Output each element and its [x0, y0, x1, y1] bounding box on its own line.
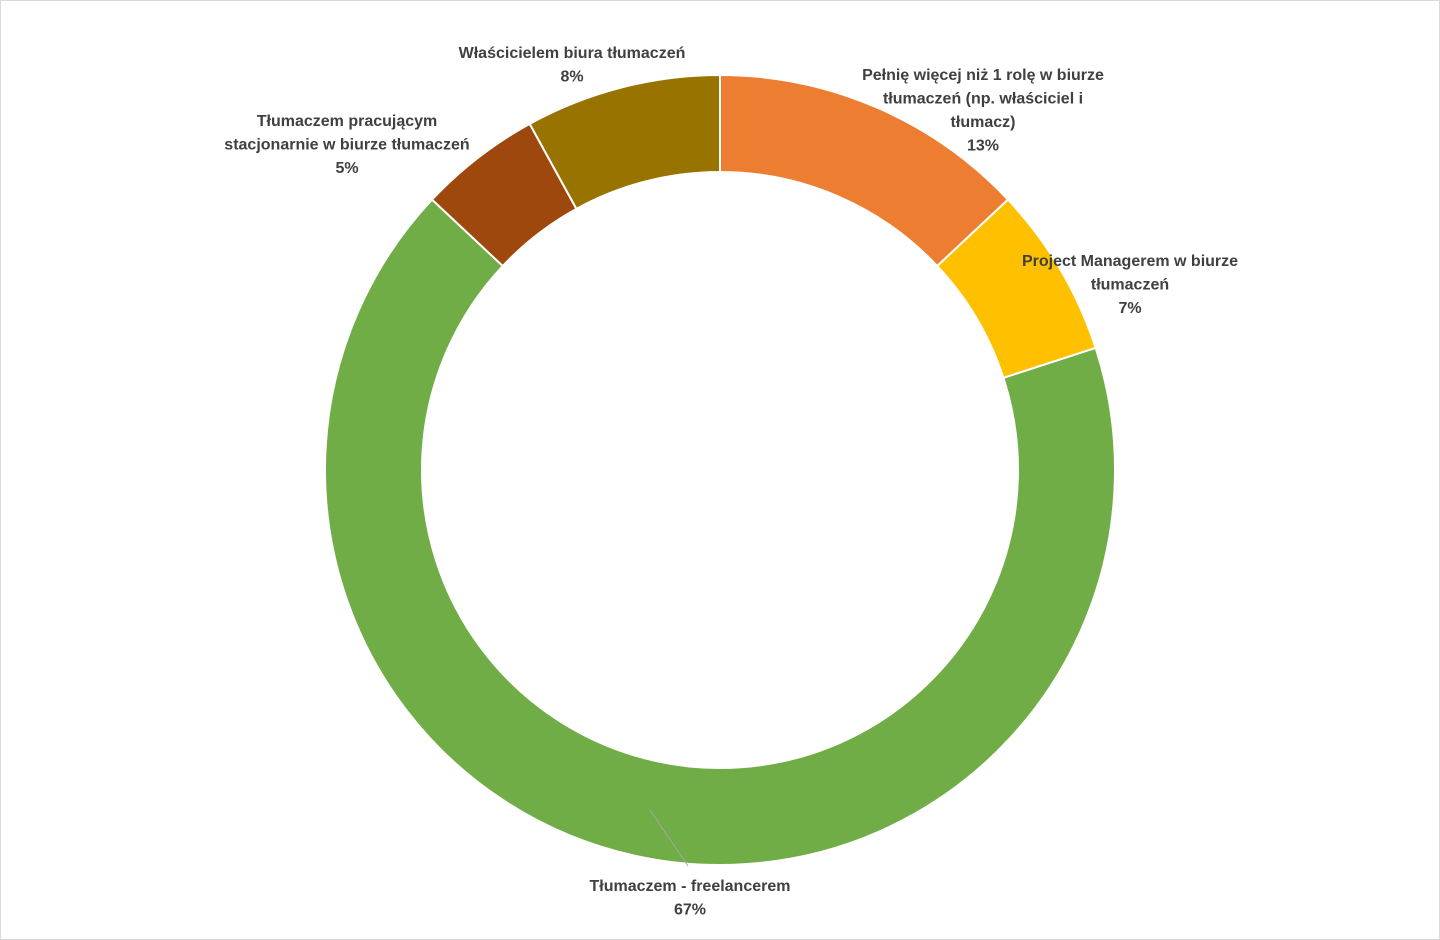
- data-label-percent: 5%: [335, 160, 358, 177]
- data-label-percent: 67%: [674, 902, 706, 919]
- data-label-5: Właścicielem biura tłumaczeń 8%: [459, 45, 686, 86]
- slice-3[interactable]: [324, 198, 1116, 866]
- data-label-2: Project Managerem w biurze tłumaczeń 7%: [1022, 253, 1238, 317]
- data-label-text: Project Managerem w biurze: [1022, 253, 1238, 270]
- data-label-text: stacjonarnie w biurze tłumaczeń: [224, 137, 469, 154]
- data-label-text: tłumaczeń: [1091, 277, 1169, 294]
- data-label-text: Tłumaczem pracującym: [257, 113, 438, 130]
- data-label-text: tłumaczeń (np. właściciel i: [883, 91, 1083, 108]
- data-label-text: Pełnię więcej niż 1 rolę w biurze: [862, 67, 1104, 84]
- data-label-1: Pełnię więcej niż 1 rolę w biurze tłumacz…: [862, 67, 1104, 155]
- leader-line: [649, 809, 689, 867]
- data-label-text: Tłumaczem - freelancerem: [590, 878, 791, 895]
- data-label-4: Tłumaczem pracującym stacjonarnie w biurz…: [224, 113, 469, 177]
- data-label-percent: 7%: [1118, 300, 1141, 317]
- data-label-3: Tłumaczem - freelancerem 67%: [590, 878, 791, 919]
- data-label-percent: 8%: [560, 69, 583, 86]
- slice-5[interactable]: [528, 73, 721, 211]
- data-label-text: tłumacz): [951, 114, 1016, 131]
- data-label-text: Właścicielem biura tłumaczeń: [459, 45, 686, 62]
- data-label-percent: 13%: [967, 138, 999, 155]
